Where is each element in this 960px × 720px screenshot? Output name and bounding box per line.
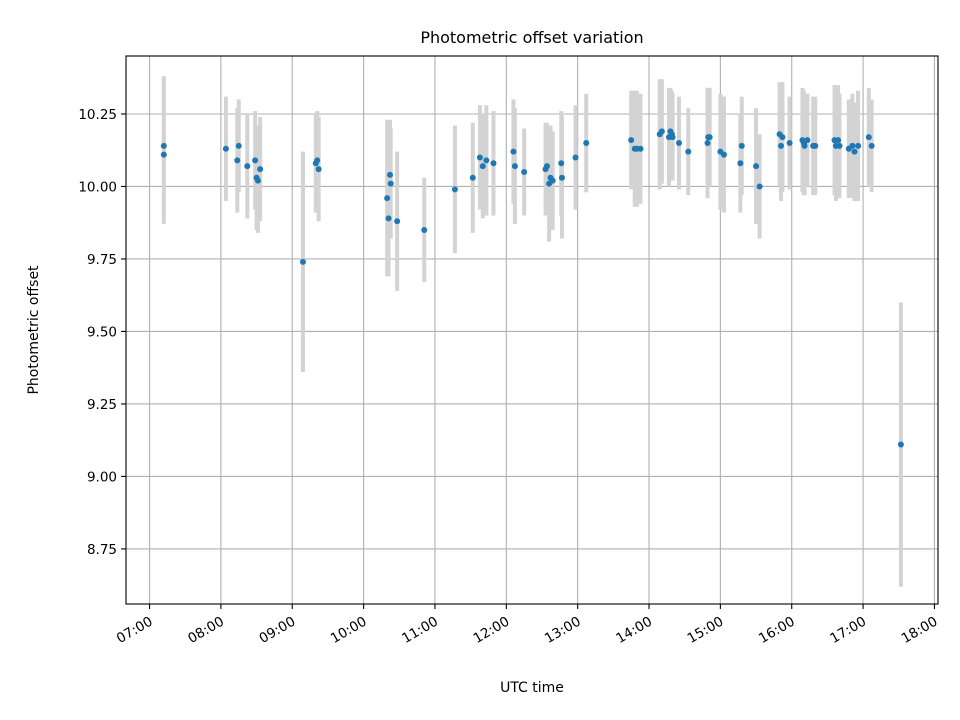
data-point xyxy=(897,441,904,448)
data-point xyxy=(836,142,843,149)
plot-frame xyxy=(125,55,939,605)
data-point xyxy=(244,163,251,170)
data-point xyxy=(394,218,401,225)
data-point xyxy=(685,148,692,155)
data-point xyxy=(720,151,727,158)
data-point xyxy=(637,145,644,152)
data-point xyxy=(387,171,394,178)
data-point xyxy=(786,139,793,146)
data-point xyxy=(252,157,259,164)
x-tick-label: 08:00 xyxy=(185,614,227,647)
y-axis-label: Photometric offset xyxy=(26,265,42,395)
y-tick-label: 9.00 xyxy=(87,469,117,485)
y-tick-label: 10.00 xyxy=(78,179,117,195)
data-point xyxy=(778,142,785,149)
data-point xyxy=(385,215,392,222)
data-point xyxy=(160,142,167,149)
data-point xyxy=(868,142,875,149)
x-tick-label: 17:00 xyxy=(827,614,869,647)
data-point xyxy=(384,195,391,202)
data-point xyxy=(849,142,856,149)
x-tick-label: 09:00 xyxy=(257,614,299,647)
data-point xyxy=(469,174,476,181)
grid-lines xyxy=(126,56,938,604)
x-tick-label: 16:00 xyxy=(756,614,798,647)
data-point xyxy=(737,160,744,167)
data-point xyxy=(490,160,497,167)
data-point xyxy=(543,163,550,170)
x-tick-label: 12:00 xyxy=(471,614,513,647)
data-point xyxy=(521,168,528,175)
data-point xyxy=(756,183,763,190)
data-point xyxy=(451,186,458,193)
x-axis-ticks: 07:00 08:00 09:00 10:00 11:00 12:00 13:00 14:00… xyxy=(114,604,941,647)
data-point xyxy=(483,157,490,164)
data-point xyxy=(675,139,682,146)
x-axis-label: UTC time xyxy=(500,680,564,696)
y-tick-label: 10.25 xyxy=(78,107,117,123)
data-point xyxy=(510,148,517,155)
data-point xyxy=(549,177,556,184)
data-point xyxy=(753,163,760,170)
data-point xyxy=(572,154,579,161)
y-axis-ticks: 8.75 9.00 9.25 9.50 9.75 10.00 10.25 xyxy=(78,107,126,558)
data-point xyxy=(315,166,322,173)
data-point xyxy=(511,163,518,170)
data-point xyxy=(704,139,711,146)
x-tick-label: 10:00 xyxy=(328,614,370,647)
data-point xyxy=(255,177,262,184)
y-tick-label: 9.50 xyxy=(87,324,117,340)
chart-title: Photometric offset variation xyxy=(420,28,643,47)
data-point xyxy=(855,142,862,149)
data-point xyxy=(257,166,264,173)
data-point xyxy=(160,151,167,158)
data-point xyxy=(628,137,635,144)
y-tick-label: 9.25 xyxy=(87,397,117,413)
x-tick-label: 14:00 xyxy=(613,614,655,647)
data-point xyxy=(476,154,483,161)
data-point xyxy=(222,145,229,152)
x-tick-label: 11:00 xyxy=(399,614,441,647)
y-tick-label: 8.75 xyxy=(87,542,117,558)
x-tick-label: 18:00 xyxy=(899,614,941,647)
data-point xyxy=(299,258,306,265)
data-point xyxy=(479,163,486,170)
data-point xyxy=(779,134,786,141)
y-tick-label: 9.75 xyxy=(87,252,117,268)
data-point xyxy=(314,157,321,164)
data-point xyxy=(812,142,819,149)
data-point xyxy=(387,180,394,187)
data-point xyxy=(851,148,858,155)
data-point xyxy=(658,128,665,135)
data-point xyxy=(234,157,241,164)
data-point xyxy=(558,174,565,181)
x-tick-label: 13:00 xyxy=(542,614,584,647)
data-point xyxy=(835,137,842,144)
data-point xyxy=(706,134,713,141)
data-point xyxy=(235,142,242,149)
data-point xyxy=(738,142,745,149)
data-point xyxy=(558,160,565,167)
data-point xyxy=(865,134,872,141)
data-point xyxy=(583,139,590,146)
data-point xyxy=(801,142,808,149)
data-points xyxy=(160,128,904,448)
data-point xyxy=(804,137,811,144)
data-point xyxy=(421,226,428,233)
x-tick-label: 07:00 xyxy=(114,614,156,647)
x-tick-label: 15:00 xyxy=(685,614,727,647)
data-point xyxy=(669,134,676,141)
